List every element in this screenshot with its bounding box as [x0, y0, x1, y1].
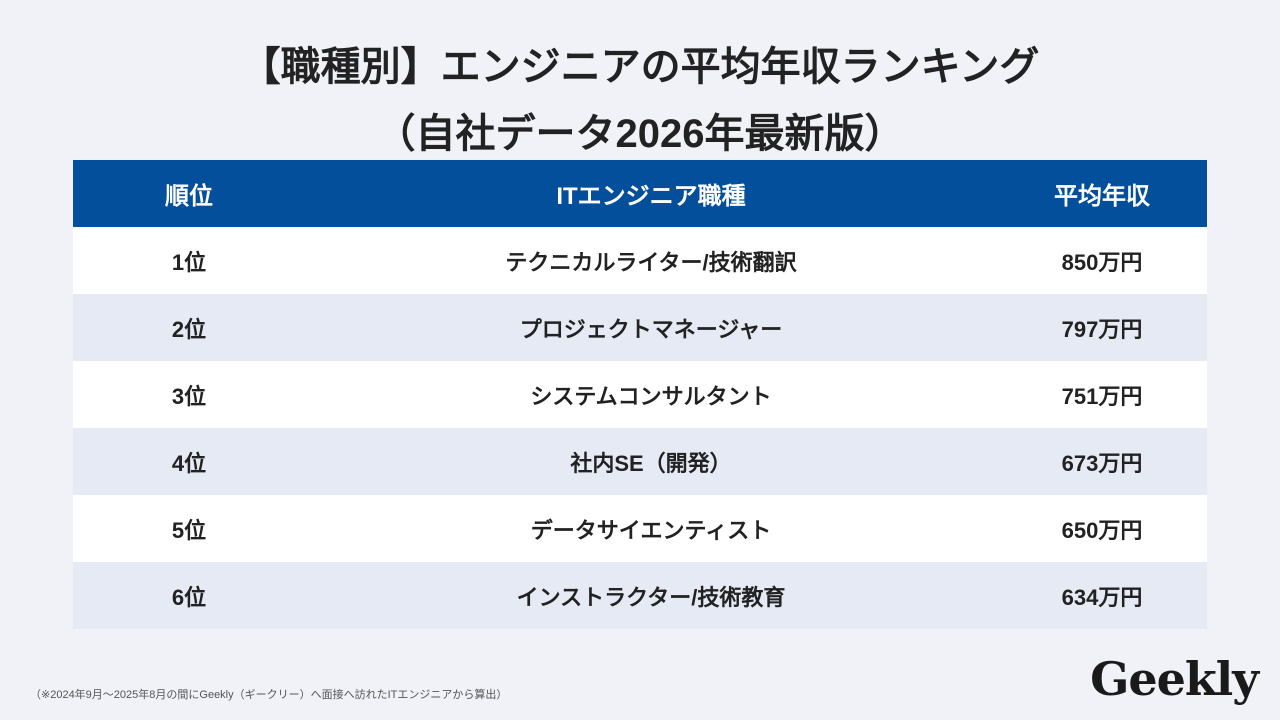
column-header: 平均年収 — [1054, 183, 1150, 210]
table-row: 4位 社内SE（開発） 673万円 — [73, 428, 1207, 495]
ranking-table: 順位 ITエンジニア職種 平均年収 1位 テクニカルライター/技術翻訳 850万円 2位 プロ… — [73, 160, 1207, 629]
column-header: ITエンジニア職種 — [556, 183, 746, 210]
table-cell: 4位 — [171, 450, 207, 476]
table-row: 6位 インストラクター/技術教育 634万円 — [73, 562, 1207, 629]
table-cell: 751万円 — [1061, 383, 1143, 409]
table-cell: 6位 — [171, 584, 207, 610]
table-cell: 社内SE（開発） — [570, 450, 732, 476]
table-row: 5位 データサイエンティスト 650万円 — [73, 495, 1207, 562]
table-cell: 5位 — [171, 517, 207, 543]
table-cell: 2位 — [171, 316, 207, 342]
table-row: 3位 システムコンサルタント 751万円 — [73, 361, 1207, 428]
column-header: 順位 — [165, 183, 213, 210]
logo: Geekly — [1090, 652, 1259, 706]
table-cell: 1位 — [171, 249, 207, 275]
title-line: 【職種別】エンジニアの平均年収ランキング — [240, 45, 1040, 89]
table-cell: システムコンサルタント — [530, 383, 772, 409]
table-row: 2位 プロジェクトマネージャー 797万円 — [73, 294, 1207, 361]
table-cell: 634万円 — [1061, 584, 1143, 610]
title-line: （自社データ2026年最新版） — [375, 112, 905, 156]
footnote: （※2024年9月～2025年8月の間にGeekly（ギークリー）へ面接へ訪れた… — [30, 689, 508, 701]
table-cell: 850万円 — [1061, 249, 1143, 275]
table-cell: インストラクター/技術教育 — [516, 584, 786, 610]
table-cell: プロジェクトマネージャー — [519, 316, 783, 342]
table-row: 1位 テクニカルライター/技術翻訳 850万円 — [73, 227, 1207, 294]
table-header: 順位 ITエンジニア職種 平均年収 — [73, 160, 1207, 227]
table-cell: 797万円 — [1061, 316, 1143, 342]
table-cell: データサイエンティスト — [530, 517, 772, 543]
table-cell: 650万円 — [1061, 517, 1143, 543]
table-cell: テクニカルライター/技術翻訳 — [505, 249, 797, 275]
table-cell: 3位 — [171, 383, 207, 409]
table-cell: 673万円 — [1061, 450, 1143, 476]
